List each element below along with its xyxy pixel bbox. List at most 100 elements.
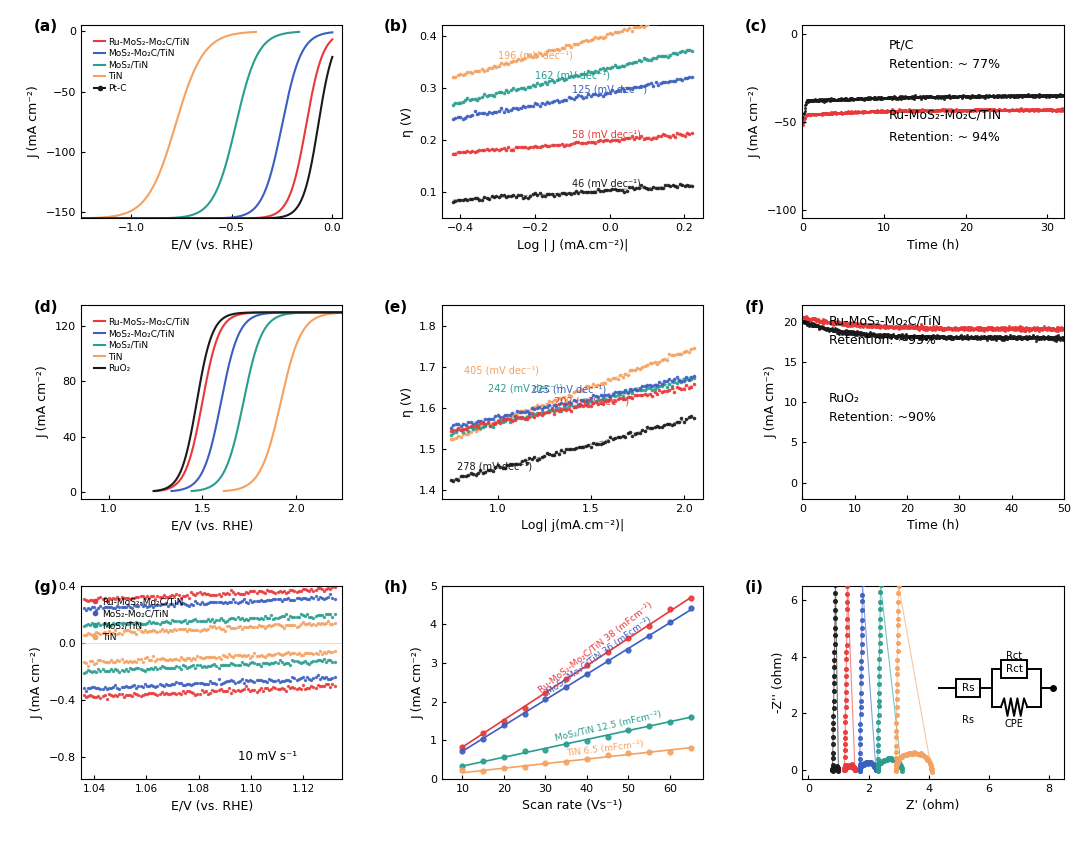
- Point: [918, 333, 935, 346]
- Point: [994, 330, 1011, 344]
- Point: [1051, 332, 1068, 345]
- Point: [273, 585, 291, 599]
- Point: [886, 90, 903, 104]
- Point: [225, 585, 242, 599]
- Point: [888, 739, 905, 753]
- Point: [1054, 332, 1071, 345]
- Point: [799, 93, 816, 107]
- Point: [324, 580, 341, 594]
- Point: [96, 600, 113, 613]
- Point: [1017, 88, 1035, 102]
- Point: [870, 92, 888, 105]
- Point: [854, 578, 872, 591]
- Point: [536, 139, 553, 152]
- Point: [480, 463, 497, 477]
- Point: [854, 105, 872, 119]
- Point: [463, 192, 481, 205]
- Point: [553, 137, 570, 151]
- Point: [136, 617, 153, 631]
- Point: [449, 473, 467, 487]
- Point: [821, 93, 838, 106]
- Point: [944, 323, 961, 337]
- Point: [866, 91, 883, 104]
- Point: [661, 417, 678, 430]
- Point: [827, 761, 845, 775]
- Point: [657, 13, 674, 27]
- Point: [825, 660, 842, 674]
- Point: [1010, 104, 1027, 117]
- Point: [649, 78, 666, 92]
- X-axis label: Time (h): Time (h): [907, 239, 959, 252]
- Point: [853, 621, 870, 635]
- Point: [130, 661, 147, 674]
- Point: [183, 653, 200, 667]
- Point: [620, 747, 637, 760]
- Point: [1026, 102, 1043, 115]
- Point: [988, 88, 1005, 102]
- Point: [654, 13, 672, 26]
- Point: [1039, 89, 1056, 103]
- Point: [882, 328, 900, 342]
- Point: [822, 93, 839, 107]
- Point: [445, 432, 462, 445]
- Point: [930, 321, 947, 334]
- Point: [644, 380, 661, 393]
- Point: [974, 90, 991, 104]
- Point: [819, 108, 836, 121]
- Point: [941, 90, 958, 104]
- Point: [671, 178, 688, 191]
- Point: [889, 320, 906, 333]
- Point: [937, 332, 955, 345]
- Point: [826, 761, 843, 775]
- Point: [1039, 322, 1056, 335]
- Point: [271, 593, 288, 606]
- Point: [494, 410, 511, 424]
- Point: [980, 330, 997, 344]
- Point: [923, 323, 941, 337]
- Point: [170, 615, 187, 628]
- Point: [805, 93, 822, 107]
- Point: [284, 584, 301, 597]
- Point: [892, 104, 909, 117]
- Point: [476, 413, 494, 426]
- Point: [889, 668, 906, 681]
- Point: [476, 465, 494, 478]
- Point: [189, 676, 206, 690]
- Point: [813, 322, 831, 335]
- Point: [1041, 104, 1058, 117]
- Point: [828, 93, 846, 107]
- Point: [111, 654, 129, 668]
- Point: [933, 90, 950, 104]
- Point: [324, 591, 341, 605]
- Point: [625, 80, 643, 93]
- Point: [969, 322, 986, 335]
- Point: [933, 329, 950, 343]
- Point: [200, 622, 217, 636]
- Point: [246, 647, 264, 660]
- Point: [635, 180, 652, 194]
- Point: [959, 331, 976, 344]
- Point: [1021, 104, 1038, 117]
- Point: [907, 747, 924, 760]
- Point: [116, 690, 133, 704]
- Point: [92, 664, 109, 678]
- Point: [917, 104, 934, 117]
- Point: [826, 761, 843, 775]
- Point: [495, 87, 512, 100]
- Point: [528, 453, 545, 466]
- Point: [981, 331, 998, 344]
- Point: [447, 425, 464, 439]
- Point: [1053, 103, 1070, 116]
- Point: [962, 321, 980, 334]
- Point: [975, 104, 993, 118]
- Point: [998, 90, 1015, 104]
- Point: [826, 317, 843, 330]
- Point: [580, 393, 597, 407]
- Point: [945, 104, 962, 117]
- Point: [1053, 101, 1070, 115]
- Point: [1004, 89, 1022, 103]
- Point: [460, 416, 477, 429]
- Point: [827, 317, 845, 331]
- Point: [889, 91, 906, 104]
- Point: [1035, 103, 1052, 116]
